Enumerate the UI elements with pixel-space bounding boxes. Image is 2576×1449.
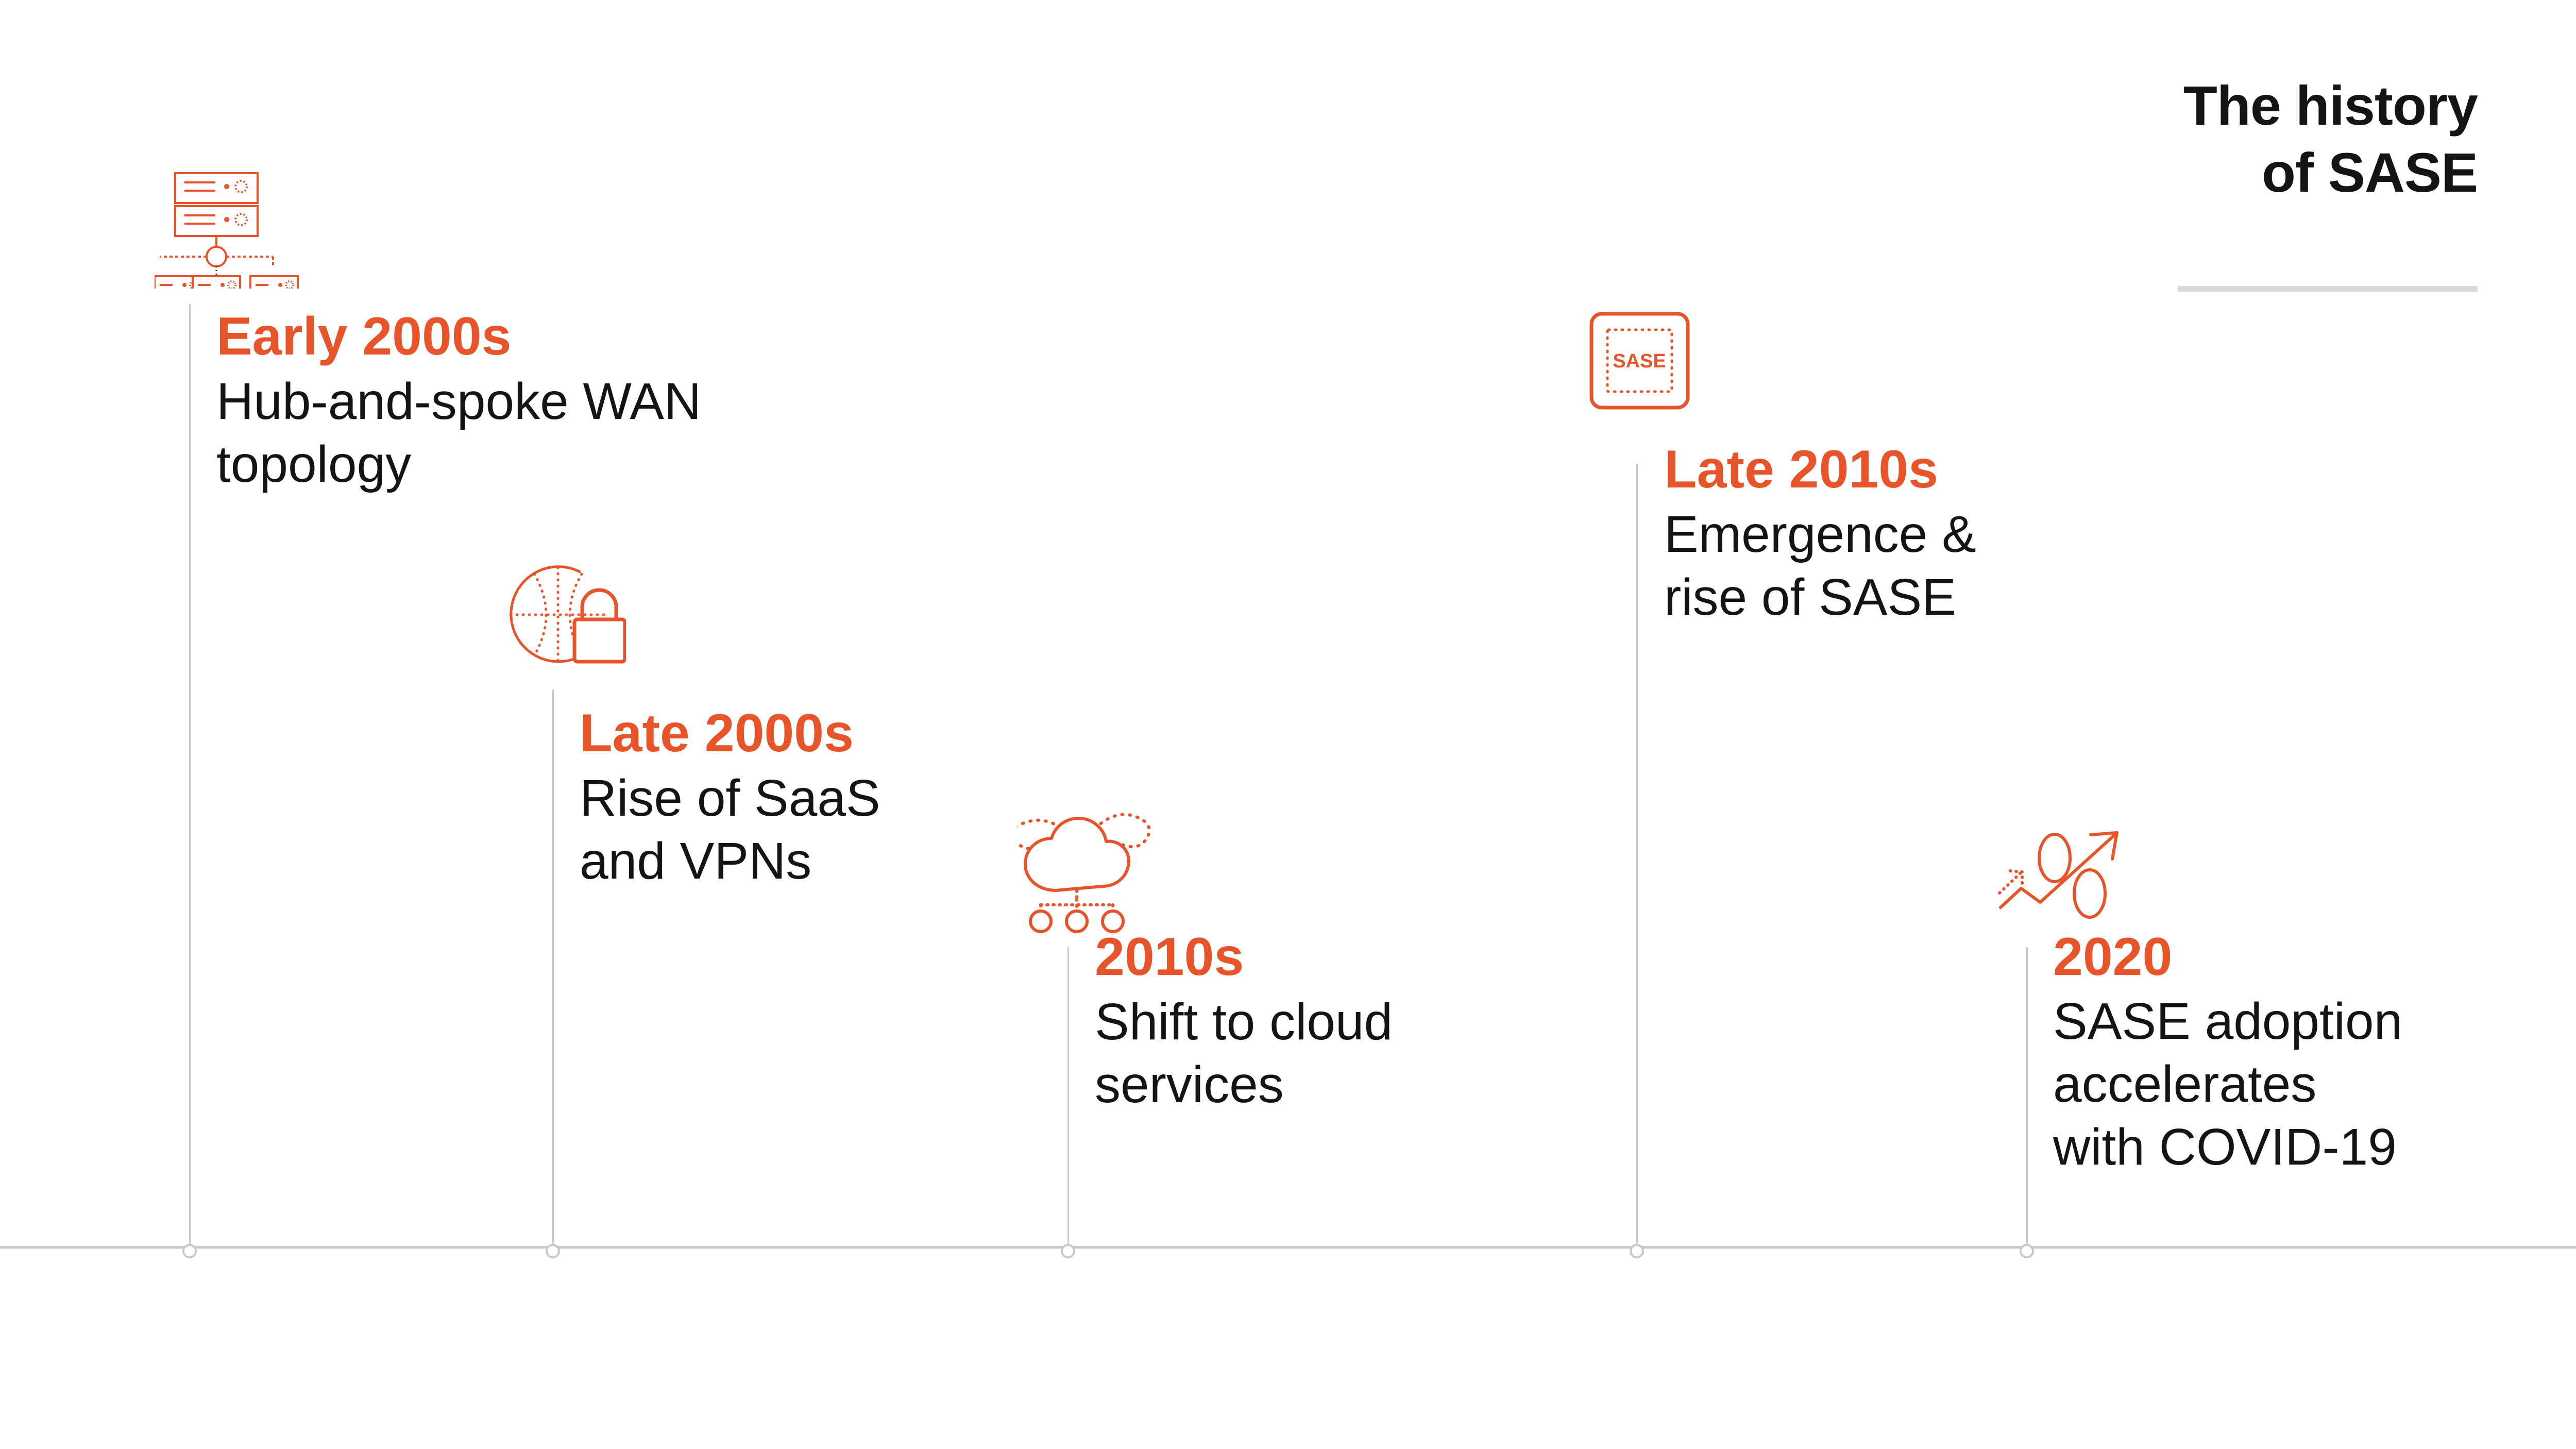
svg-text:SASE: SASE: [1613, 350, 1666, 372]
